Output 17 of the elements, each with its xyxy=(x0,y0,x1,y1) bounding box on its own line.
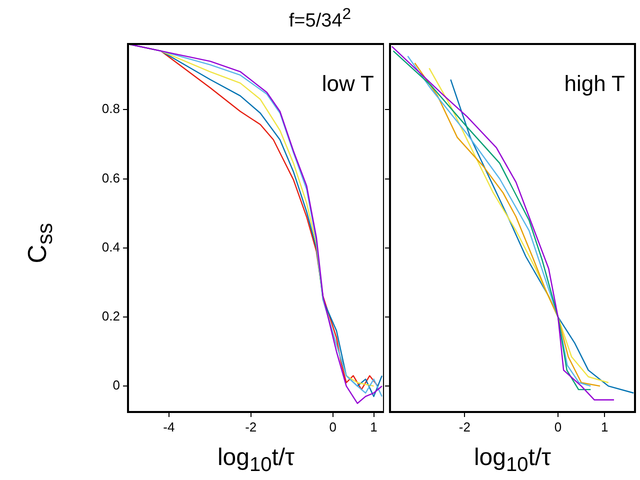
chart-title: f=5/34$^{2}$ xyxy=(288,6,352,32)
y-tick-label: 0.2 xyxy=(102,308,120,324)
y-tick-label: 0.8 xyxy=(102,101,120,116)
x-tick-label: -2 xyxy=(458,419,470,434)
annotation: high T xyxy=(564,71,625,96)
y-tick-label: 0.4 xyxy=(102,239,120,254)
x-tick-label: 0 xyxy=(554,419,562,434)
x-tick-label: 0 xyxy=(329,419,336,434)
x-axis-title: log$_{10}$t/τ xyxy=(216,444,296,477)
x-tick-label: -4 xyxy=(163,419,175,434)
x-tick-label: -2 xyxy=(245,419,257,434)
y-tick-label: 0 xyxy=(112,378,120,393)
x-axis-title: log$_{10}$t/τ xyxy=(472,444,552,477)
y-tick-label: 0.6 xyxy=(102,170,120,186)
x-tick-label: 1 xyxy=(601,419,608,434)
annotation: low T xyxy=(322,71,374,96)
x-tick-label: 1 xyxy=(370,419,378,434)
